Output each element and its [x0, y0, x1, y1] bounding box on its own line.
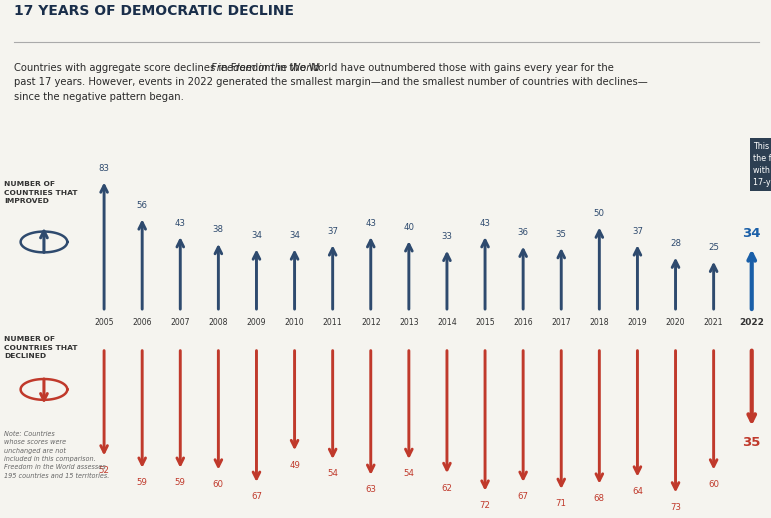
Text: 71: 71 [556, 499, 567, 508]
Text: 37: 37 [632, 227, 643, 236]
Text: 2007: 2007 [170, 318, 190, 327]
Text: 38: 38 [213, 225, 224, 235]
Text: 64: 64 [632, 487, 643, 496]
Text: 56: 56 [136, 201, 148, 210]
Text: 2013: 2013 [399, 318, 419, 327]
Text: 54: 54 [327, 469, 338, 479]
Text: 2018: 2018 [590, 318, 609, 327]
Text: NUMBER OF
COUNTRIES THAT
IMPROVED: NUMBER OF COUNTRIES THAT IMPROVED [4, 181, 77, 204]
Text: 63: 63 [365, 485, 376, 494]
Text: NUMBER OF
COUNTRIES THAT
DECLINED: NUMBER OF COUNTRIES THAT DECLINED [4, 337, 77, 359]
Text: This year featured
the fewest countries
with declines in the
17-year period.: This year featured the fewest countries … [753, 142, 771, 187]
Text: 67: 67 [517, 492, 529, 501]
Text: 54: 54 [403, 469, 414, 479]
Text: 35: 35 [556, 229, 567, 239]
Text: 2006: 2006 [133, 318, 152, 327]
Text: Note: Countries
whose scores were
unchanged are not
included in this comparison.: Note: Countries whose scores were unchan… [4, 431, 109, 479]
Text: 2008: 2008 [209, 318, 228, 327]
Text: Countries with aggregate score declines in Freedom in the World have outnumbered: Countries with aggregate score declines … [14, 63, 648, 102]
Text: 28: 28 [670, 239, 681, 248]
Text: 60: 60 [708, 480, 719, 489]
Text: 2009: 2009 [247, 318, 266, 327]
Text: 37: 37 [327, 227, 338, 236]
Text: 2017: 2017 [551, 318, 571, 327]
Text: 68: 68 [594, 494, 604, 503]
Text: 34: 34 [289, 231, 300, 240]
Text: 2012: 2012 [361, 318, 381, 327]
Text: 2016: 2016 [513, 318, 533, 327]
Text: 34: 34 [742, 227, 761, 240]
Text: 2010: 2010 [284, 318, 305, 327]
Text: 62: 62 [442, 483, 453, 493]
Text: 40: 40 [403, 223, 414, 232]
Text: 35: 35 [742, 436, 761, 449]
Text: 2019: 2019 [628, 318, 647, 327]
Text: 2020: 2020 [666, 318, 685, 327]
Text: 17 YEARS OF DEMOCRATIC DECLINE: 17 YEARS OF DEMOCRATIC DECLINE [14, 4, 294, 18]
Text: 25: 25 [708, 243, 719, 252]
Text: 43: 43 [175, 219, 186, 227]
Text: 34: 34 [251, 231, 262, 240]
Text: 33: 33 [442, 232, 453, 241]
Text: 2011: 2011 [323, 318, 342, 327]
Text: Freedom in the World: Freedom in the World [211, 63, 320, 73]
Text: 59: 59 [136, 478, 147, 487]
Text: 43: 43 [365, 219, 376, 227]
Text: 59: 59 [175, 478, 186, 487]
Text: 67: 67 [251, 492, 262, 501]
Text: 43: 43 [480, 219, 490, 227]
Text: 73: 73 [670, 503, 681, 512]
Text: 2015: 2015 [475, 318, 495, 327]
Text: 60: 60 [213, 480, 224, 489]
Text: 2005: 2005 [94, 318, 114, 327]
Text: 36: 36 [517, 228, 529, 237]
Text: 2021: 2021 [704, 318, 723, 327]
Text: 72: 72 [480, 501, 490, 510]
Text: 2014: 2014 [437, 318, 457, 327]
Text: Countries with aggregate score declines in: Countries with aggregate score declines … [0, 517, 1, 518]
Text: 52: 52 [99, 466, 109, 475]
Text: 50: 50 [594, 209, 604, 218]
Text: 49: 49 [289, 461, 300, 470]
Text: 2022: 2022 [739, 318, 764, 327]
Text: 83: 83 [99, 164, 109, 173]
